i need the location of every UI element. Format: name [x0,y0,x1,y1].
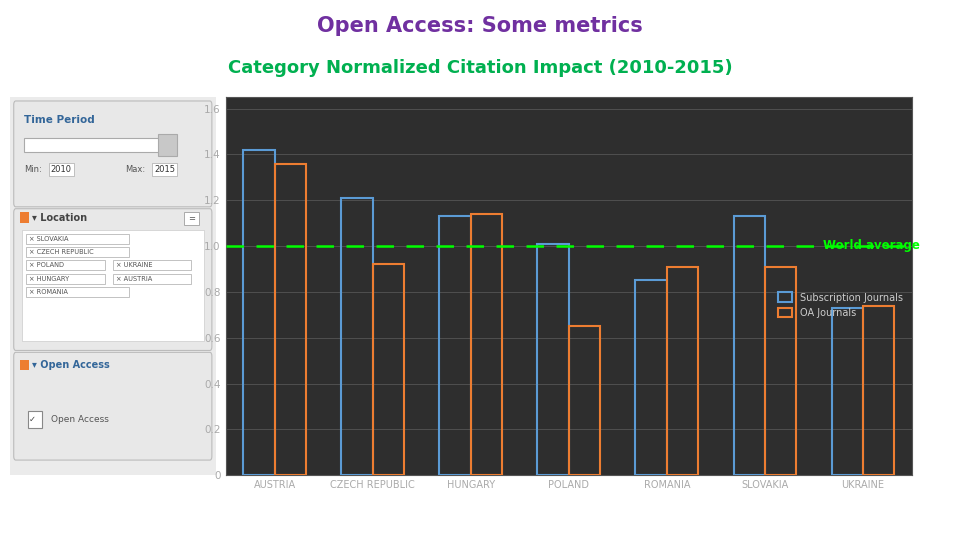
FancyBboxPatch shape [13,208,212,350]
Legend: Subscription Journals, OA Journals: Subscription Journals, OA Journals [774,288,907,322]
Text: × ROMANIA: × ROMANIA [29,289,68,295]
Bar [26,287,130,297]
Bar [20,212,29,223]
Bar [243,150,275,475]
Bar [733,217,765,475]
Bar [568,326,600,475]
Text: Category Normalized Citation Impact (2010-2015): Category Normalized Citation Impact (201… [228,59,732,77]
Bar [26,234,130,244]
FancyBboxPatch shape [13,101,212,207]
Text: 2015: 2015 [154,165,175,174]
Text: World average: World average [823,239,920,252]
Text: Open Access: Open Access [51,415,108,424]
Bar [372,265,404,475]
Bar [158,134,177,156]
Bar [470,214,502,475]
Text: ▾ Open Access: ▾ Open Access [33,360,110,370]
Text: ✓: ✓ [29,415,36,424]
Bar [667,267,698,475]
Bar [538,244,568,475]
Text: Max:: Max: [125,165,145,174]
Bar [26,260,105,271]
Text: ▾ Location: ▾ Location [33,213,87,223]
Text: × AUSTRIA: × AUSTRIA [116,275,152,282]
Bar [24,138,164,152]
Bar [342,198,372,475]
Bar [28,411,41,428]
Bar [765,267,796,475]
Text: Min:: Min: [24,165,42,174]
Bar [113,260,191,271]
Text: × POLAND: × POLAND [29,262,64,268]
Bar [26,274,105,284]
Bar [831,308,863,475]
Bar [20,360,29,370]
Text: × UKRAINE: × UKRAINE [116,262,153,268]
Bar [113,274,191,284]
Bar [636,280,667,475]
Text: × CZECH REPUBLIC: × CZECH REPUBLIC [29,249,94,255]
Text: Time Period: Time Period [24,116,95,125]
Text: × HUNGARY: × HUNGARY [29,275,69,282]
Text: 2010: 2010 [51,165,72,174]
Bar [22,230,204,341]
Bar [440,217,470,475]
Bar [863,306,895,475]
Text: Open Access: Some metrics: Open Access: Some metrics [317,16,643,36]
FancyBboxPatch shape [13,353,212,460]
Bar [26,247,130,257]
Text: =: = [188,214,195,223]
Bar [275,164,306,475]
Text: × SLOVAKIA: × SLOVAKIA [29,236,69,242]
Bar [184,213,200,225]
